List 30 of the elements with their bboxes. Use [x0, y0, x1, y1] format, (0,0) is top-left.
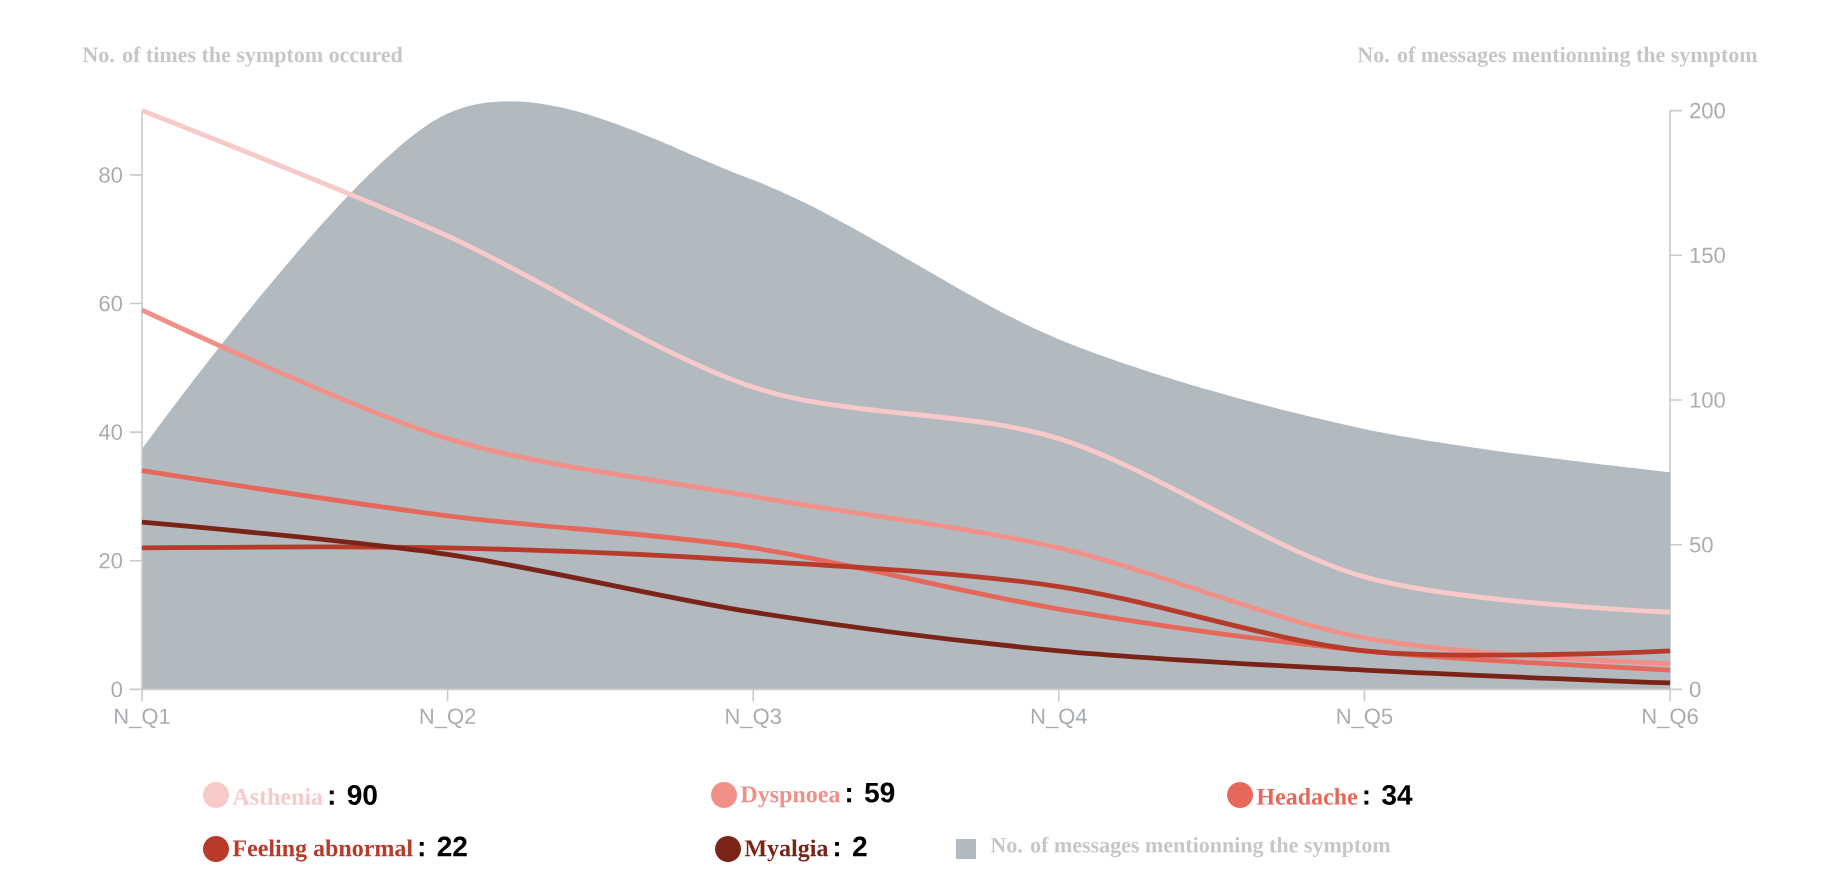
legend-label: No. of messages mentionning the symptom: [990, 836, 1391, 858]
y2-axis-title: No. of messages mentionning the symptom: [1357, 46, 1758, 67]
y-tick-label: 60: [99, 295, 123, 312]
legend-label: Myalgia: [744, 839, 829, 862]
y2-tick-label: 200: [1690, 102, 1725, 119]
y-axis-title: No. of times the symptom occured: [82, 46, 403, 67]
y-tick-label: 0: [111, 681, 123, 698]
y-tick-label: 80: [99, 167, 123, 183]
y2-tick-label: 100: [1690, 392, 1725, 408]
x-tick-label: N_Q6: [1643, 708, 1698, 729]
x-tick-label: N_Q3: [726, 708, 781, 729]
y2-tick-label: 150: [1690, 247, 1725, 264]
legend-label: Dyspnoea: [740, 786, 841, 808]
y2-tick-label: 50: [1689, 536, 1713, 553]
y2-tick-label: 0: [1689, 681, 1701, 698]
x-tick-label: N_Q4: [1031, 708, 1087, 729]
text: : 2: [835, 836, 867, 857]
text: : 34: [1364, 785, 1413, 805]
x-tick-label: N_Q2: [420, 708, 476, 729]
x-tick-label: N_Q5: [1337, 708, 1393, 729]
y-tick-label: 20: [99, 553, 123, 569]
text: : 90: [329, 785, 377, 805]
y-tick-label: 40: [98, 424, 123, 440]
x-tick-label: N_Q1: [115, 708, 170, 729]
legend-label: Headache: [1256, 787, 1358, 805]
text: : 22: [419, 836, 467, 857]
line-series: [139, 519, 1673, 686]
line-series: [139, 307, 1673, 667]
legend-label: Feeling abnormal: [232, 839, 413, 862]
text: : 59: [847, 782, 895, 803]
